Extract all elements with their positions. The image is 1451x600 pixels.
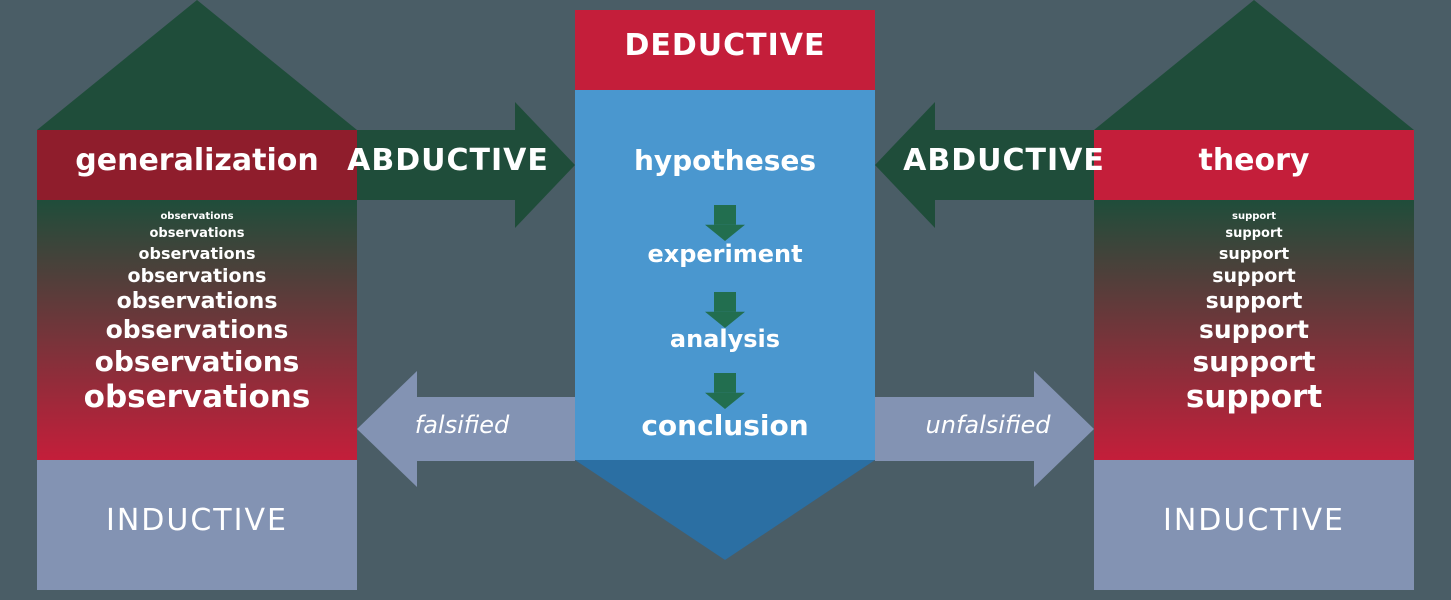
left-stack-item-3: observations [0, 265, 497, 287]
right-stack-item-4: support [954, 289, 1451, 314]
right-stack-item-0: support [954, 211, 1451, 222]
left-stack-item-0: observations [0, 211, 497, 222]
abductive-left-label: ABDUCTIVE [148, 143, 748, 178]
right-stack-item-5: support [954, 315, 1451, 344]
falsified-label: falsified [162, 411, 762, 439]
unfalsified-label: unfalsified [688, 411, 1288, 439]
center-step-1: experiment [425, 240, 1025, 268]
left-arrow-head [37, 0, 357, 130]
right-arrow-head [1094, 0, 1414, 130]
left-stack-item-1: observations [0, 226, 497, 241]
center-step-2: analysis [425, 325, 1025, 353]
right-stack-item-7: support [954, 379, 1451, 415]
diagram-stage: DEDUCTIVEhypothesesexperimentanalysiscon… [0, 0, 1451, 600]
right-stack-item-1: support [954, 226, 1451, 241]
step-arrow-0-shaft [714, 205, 736, 225]
step-arrow-2-shaft [714, 373, 736, 393]
right-inductive-label: INDUCTIVE [954, 503, 1451, 538]
left-stack-item-7: observations [0, 379, 497, 415]
center-arrow-tail [575, 460, 875, 560]
left-stack-item-5: observations [0, 315, 497, 344]
left-inductive-label: INDUCTIVE [0, 503, 497, 538]
step-arrow-1-shaft [714, 292, 736, 312]
right-stack-item-2: support [954, 244, 1451, 263]
left-stack-item-6: observations [0, 345, 497, 378]
right-stack-item-6: support [954, 345, 1451, 378]
deductive-label: DEDUCTIVE [425, 28, 1025, 63]
right-stack-item-3: support [954, 265, 1451, 287]
abductive-right-label: ABDUCTIVE [704, 143, 1304, 178]
left-stack-item-2: observations [0, 244, 497, 263]
left-stack-item-4: observations [0, 289, 497, 314]
